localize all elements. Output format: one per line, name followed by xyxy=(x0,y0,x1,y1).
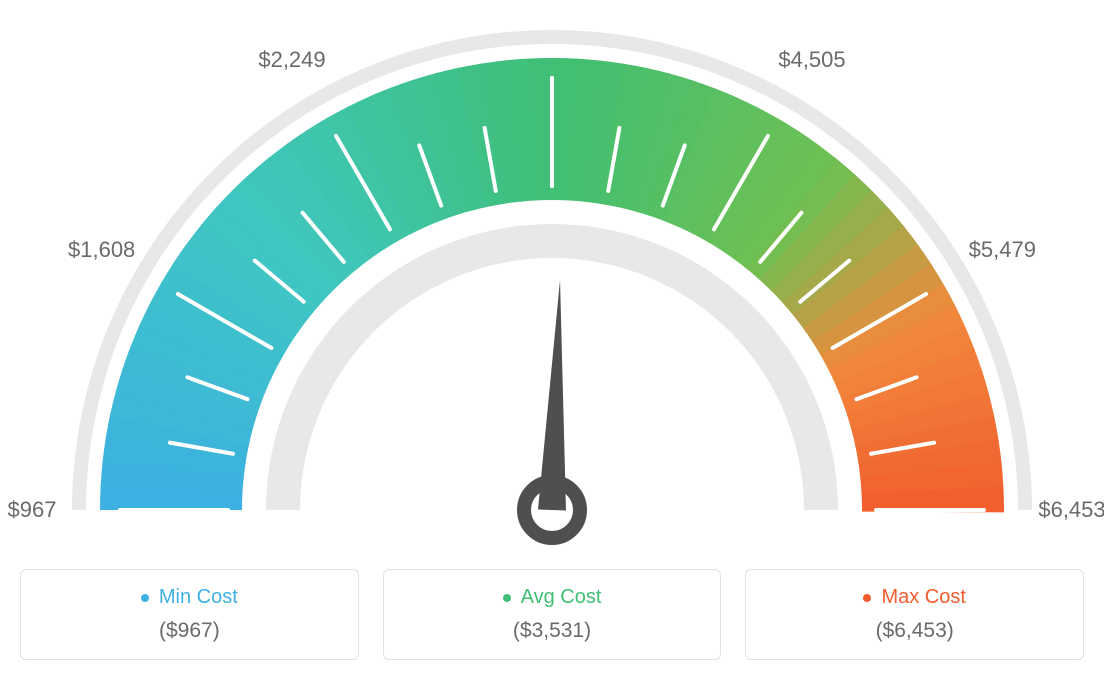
gauge-tick-label: $4,505 xyxy=(778,47,845,73)
legend-dot-max xyxy=(863,594,871,602)
legend-dot-avg xyxy=(503,594,511,602)
gauge-tick-label: $5,479 xyxy=(969,237,1036,263)
legend-label-min: Min Cost xyxy=(159,586,238,609)
gauge-svg xyxy=(0,0,1104,560)
legend-row: Min Cost ($967) Avg Cost ($3,531) Max Co… xyxy=(20,569,1084,660)
gauge-tick-label: $2,249 xyxy=(258,47,325,73)
legend-title-min: Min Cost xyxy=(141,586,238,609)
legend-value-max: ($6,453) xyxy=(746,619,1083,643)
legend-card-max: Max Cost ($6,453) xyxy=(745,569,1084,660)
legend-value-min: ($967) xyxy=(21,619,358,643)
legend-dot-min xyxy=(141,594,149,602)
legend-title-max: Max Cost xyxy=(863,586,965,609)
legend-card-min: Min Cost ($967) xyxy=(20,569,359,660)
legend-title-avg: Avg Cost xyxy=(503,586,602,609)
legend-card-avg: Avg Cost ($3,531) xyxy=(383,569,722,660)
gauge-chart: $967 $1,608 $2,249 $3,531 $4,505 $5,479 $6,453… xyxy=(0,0,1104,690)
gauge-tick-label: $1,608 xyxy=(68,237,135,263)
legend-label-avg: Avg Cost xyxy=(521,586,602,609)
legend-label-max: Max Cost xyxy=(881,586,965,609)
gauge-tick-label: $3,531 xyxy=(518,0,585,3)
gauge-tick-label: $967 xyxy=(8,497,57,523)
gauge-tick-label: $6,453 xyxy=(1038,497,1104,523)
legend-value-avg: ($3,531) xyxy=(384,619,721,643)
